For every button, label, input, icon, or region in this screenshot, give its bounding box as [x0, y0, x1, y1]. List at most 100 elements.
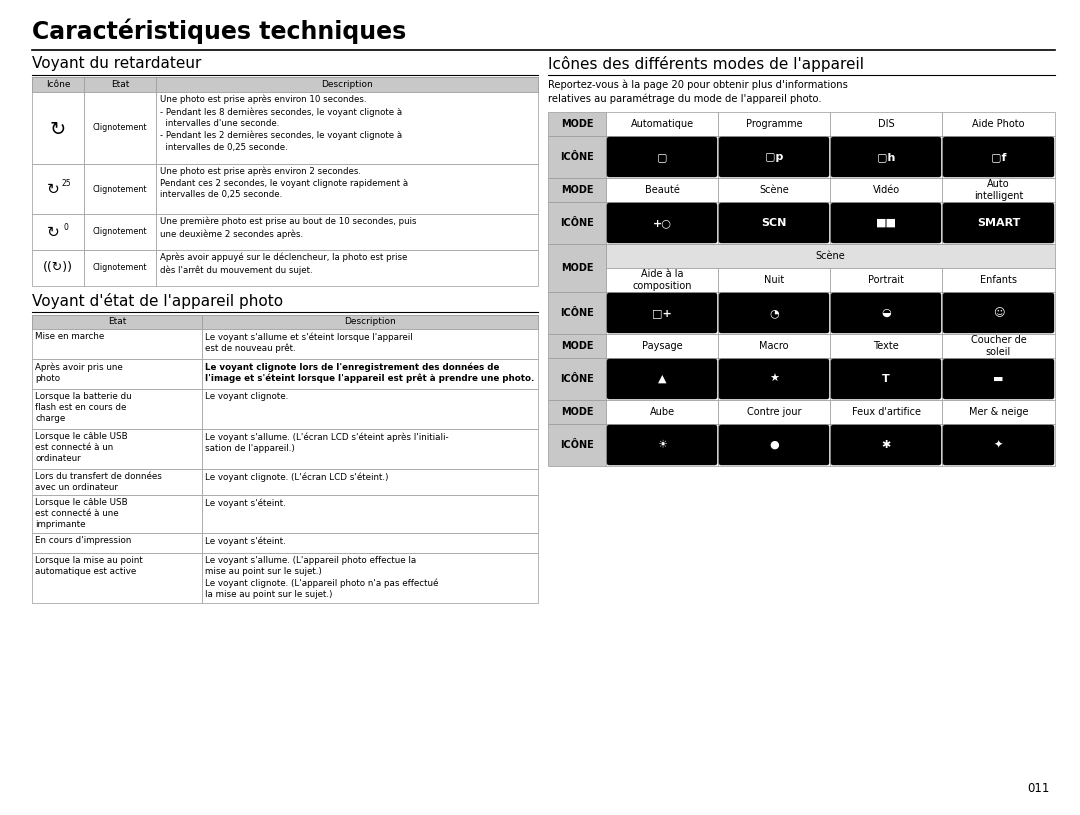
Text: +○: +○ — [652, 218, 672, 228]
Bar — [32, 315, 202, 329]
Bar — [606, 244, 1055, 268]
Text: 25: 25 — [62, 179, 71, 188]
Text: ▢h: ▢h — [877, 152, 895, 162]
Text: Le voyant clignote. (L'écran LCD s'éteint.): Le voyant clignote. (L'écran LCD s'étein… — [205, 472, 389, 482]
Text: Enfants: Enfants — [980, 275, 1017, 285]
FancyBboxPatch shape — [943, 425, 1054, 465]
Text: Scène: Scène — [759, 185, 788, 195]
Bar — [32, 359, 202, 389]
Text: Vidéo: Vidéo — [873, 185, 900, 195]
Bar — [831, 334, 942, 358]
Text: ▢p: ▢p — [765, 152, 783, 162]
Text: Etat: Etat — [108, 318, 126, 327]
Text: Portrait: Portrait — [868, 275, 904, 285]
Text: Description: Description — [321, 80, 373, 89]
Bar — [606, 400, 718, 424]
Bar — [32, 164, 84, 214]
Text: □+: □+ — [652, 308, 672, 318]
Bar — [32, 92, 84, 164]
Text: MODE: MODE — [561, 185, 593, 195]
Text: 011: 011 — [1028, 782, 1050, 795]
Text: ICÔNE: ICÔNE — [561, 374, 594, 384]
Bar — [942, 268, 1055, 292]
Bar — [718, 334, 831, 358]
Text: ▢: ▢ — [657, 152, 667, 162]
Text: Icône: Icône — [45, 80, 70, 89]
Text: Aide à la
composition: Aide à la composition — [632, 269, 692, 291]
Text: Le voyant clignote.: Le voyant clignote. — [205, 392, 288, 401]
Bar — [156, 92, 538, 164]
Text: ↻: ↻ — [46, 182, 59, 196]
Text: SMART: SMART — [976, 218, 1021, 228]
Bar — [202, 495, 538, 533]
Bar — [548, 334, 606, 358]
Bar — [84, 164, 156, 214]
Text: Lorsque le câble USB
est connecté à un
ordinateur: Lorsque le câble USB est connecté à un o… — [35, 432, 127, 463]
Bar — [32, 315, 538, 329]
Bar — [718, 358, 831, 400]
Bar — [32, 214, 84, 250]
FancyBboxPatch shape — [719, 359, 829, 399]
FancyBboxPatch shape — [719, 293, 829, 333]
Bar — [84, 77, 156, 92]
Text: Clignotement: Clignotement — [93, 124, 147, 133]
Text: Aube: Aube — [649, 407, 675, 417]
Text: Scène: Scène — [815, 251, 846, 261]
Bar — [202, 553, 538, 603]
Bar — [156, 250, 538, 286]
Bar — [831, 268, 942, 292]
Bar — [202, 429, 538, 469]
FancyBboxPatch shape — [943, 359, 1054, 399]
Text: ((↻)): ((↻)) — [43, 262, 73, 275]
FancyBboxPatch shape — [719, 203, 829, 243]
Bar — [831, 178, 942, 202]
Bar — [831, 358, 942, 400]
Text: En cours d'impression: En cours d'impression — [35, 536, 132, 545]
Text: ICÔNE: ICÔNE — [561, 218, 594, 228]
Text: Description: Description — [345, 318, 396, 327]
Bar — [202, 469, 538, 495]
Bar — [156, 164, 538, 214]
Bar — [942, 400, 1055, 424]
FancyBboxPatch shape — [831, 293, 941, 333]
Bar — [84, 214, 156, 250]
FancyBboxPatch shape — [831, 203, 941, 243]
Bar — [548, 292, 606, 334]
Text: ■■: ■■ — [876, 218, 896, 228]
Text: Etat: Etat — [111, 80, 130, 89]
Text: Clignotement: Clignotement — [93, 184, 147, 193]
Text: Feux d'artifice: Feux d'artifice — [851, 407, 920, 417]
Text: Après avoir pris une
photo: Après avoir pris une photo — [35, 362, 123, 382]
Bar — [718, 178, 831, 202]
Text: T: T — [882, 374, 890, 384]
Text: Le voyant s'allume. (L'écran LCD s'éteint après l'initiali-
sation de l'appareil: Le voyant s'allume. (L'écran LCD s'étein… — [205, 432, 448, 452]
Bar — [942, 292, 1055, 334]
Bar — [718, 112, 831, 136]
Text: Le voyant s'éteint.: Le voyant s'éteint. — [205, 536, 286, 545]
Bar — [32, 495, 202, 533]
Text: Clignotement: Clignotement — [93, 263, 147, 272]
Bar — [32, 469, 202, 495]
Text: Lorsque la mise au point
automatique est active: Lorsque la mise au point automatique est… — [35, 556, 143, 576]
Bar — [942, 334, 1055, 358]
Text: Lorsque la batterie du
flash est en cours de
charge: Lorsque la batterie du flash est en cour… — [35, 392, 132, 423]
Text: Voyant d'état de l'appareil photo: Voyant d'état de l'appareil photo — [32, 293, 283, 309]
FancyBboxPatch shape — [607, 359, 717, 399]
Text: ▢f: ▢f — [990, 152, 1007, 162]
Bar — [718, 268, 831, 292]
Bar — [32, 389, 202, 429]
Text: Beauté: Beauté — [645, 185, 679, 195]
Text: MODE: MODE — [561, 119, 593, 129]
Bar — [606, 292, 718, 334]
Text: Icônes des différents modes de l'appareil: Icônes des différents modes de l'apparei… — [548, 56, 864, 72]
Bar — [32, 77, 84, 92]
Text: MODE: MODE — [561, 263, 593, 273]
Bar — [942, 358, 1055, 400]
FancyBboxPatch shape — [831, 425, 941, 465]
Bar — [548, 136, 606, 178]
Text: MODE: MODE — [561, 407, 593, 417]
Text: ●: ● — [769, 440, 779, 450]
Text: Mer & neige: Mer & neige — [969, 407, 1028, 417]
Bar — [831, 136, 942, 178]
Bar — [606, 136, 718, 178]
